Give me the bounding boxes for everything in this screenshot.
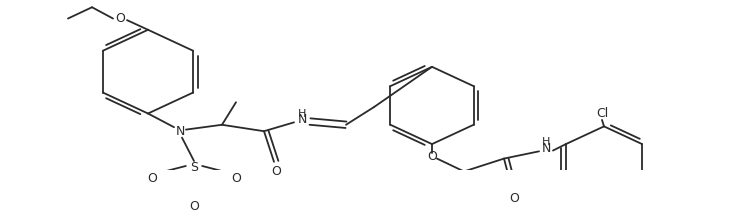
Text: O: O: [271, 165, 281, 178]
Text: O: O: [189, 200, 199, 211]
Text: H: H: [298, 108, 306, 119]
Text: O: O: [147, 172, 157, 185]
Text: N: N: [298, 114, 306, 126]
Text: S: S: [190, 161, 198, 174]
Text: O: O: [509, 192, 519, 205]
Text: N: N: [175, 125, 185, 138]
Text: O: O: [427, 150, 437, 164]
Text: O: O: [231, 172, 241, 185]
Text: N: N: [541, 142, 550, 156]
Text: O: O: [115, 12, 125, 25]
Text: Cl: Cl: [596, 107, 608, 120]
Text: H: H: [542, 138, 550, 147]
